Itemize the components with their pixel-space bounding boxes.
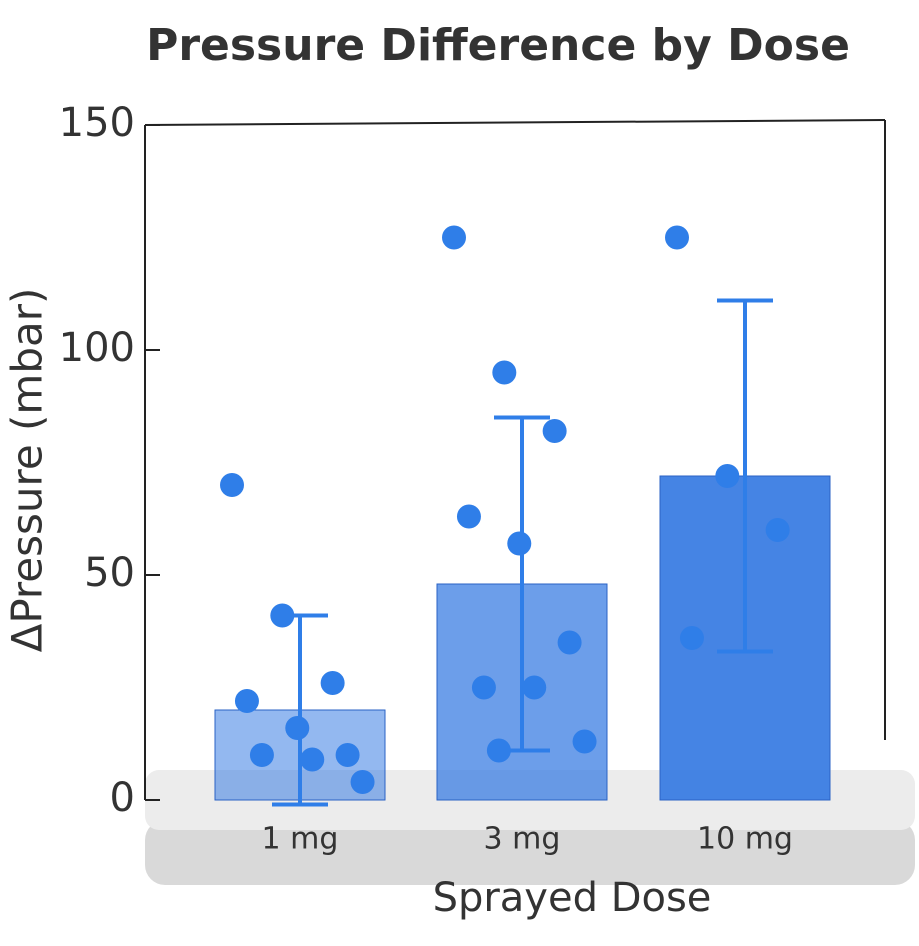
data-point: [572, 729, 597, 754]
data-point: [456, 504, 481, 529]
x-tick-label: 10 mg: [697, 822, 793, 857]
x-axis-label: Sprayed Dose: [433, 875, 712, 921]
data-point: [220, 473, 244, 497]
plot-frame: [144, 119, 886, 126]
data-point: [507, 531, 532, 556]
chart-title: Pressure Difference by Dose: [146, 20, 850, 71]
data-point: [665, 225, 689, 250]
y-tick-label: 0: [110, 775, 135, 821]
data-point: [715, 464, 740, 488]
data-point: [679, 626, 704, 650]
data-point: [300, 747, 325, 772]
platform: [145, 820, 915, 885]
y-axis-label: ΔPressure (mbar): [3, 288, 52, 653]
data-point: [270, 603, 295, 628]
x-tick-label: 1 mg: [262, 822, 339, 857]
data-point: [492, 360, 517, 385]
data-point: [285, 716, 310, 740]
data-point: [350, 770, 375, 794]
data-point: [234, 689, 259, 713]
data-point: [557, 630, 582, 655]
data-point: [335, 743, 360, 767]
data-point: [542, 419, 567, 443]
data-point: [249, 743, 274, 767]
y-tick-label: 150: [59, 100, 135, 146]
data-point: [522, 675, 547, 700]
data-point: [471, 675, 496, 700]
y-tick-label: 100: [59, 325, 135, 371]
data-point: [442, 225, 466, 250]
data-point: [320, 671, 345, 695]
data-point: [486, 738, 511, 763]
data-point: [765, 518, 790, 542]
y-tick-label: 50: [84, 550, 135, 596]
x-tick-label: 3 mg: [484, 822, 561, 857]
